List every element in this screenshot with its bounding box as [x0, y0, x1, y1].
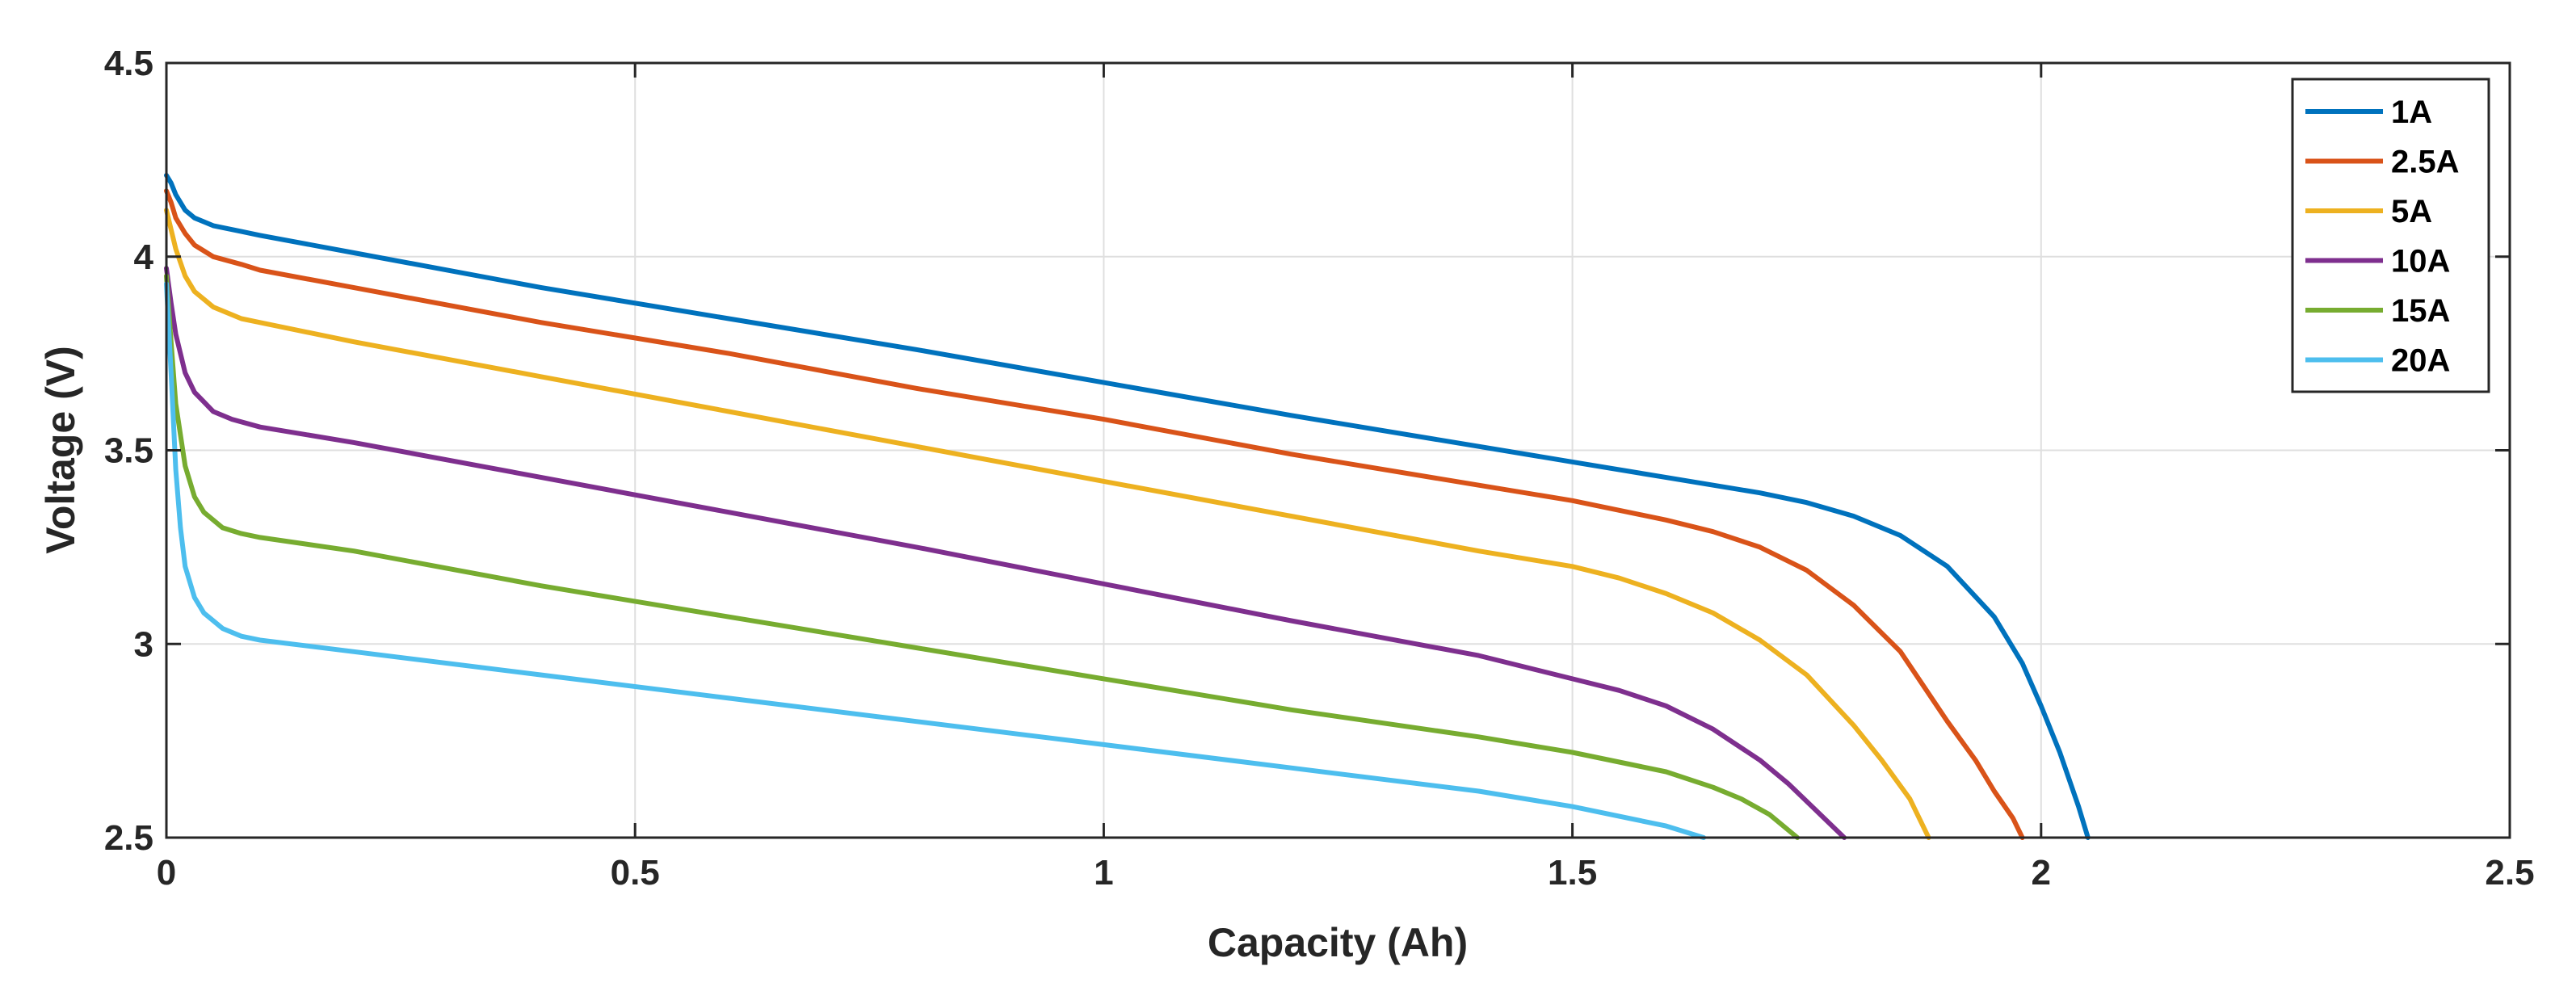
y-tick-label: 3.5 [104, 431, 153, 471]
x-tick-label: 2 [2032, 853, 2051, 893]
x-axis-title: Capacity (Ah) [1208, 920, 1468, 965]
x-tick-label: 2.5 [2485, 853, 2534, 893]
legend-label: 1A [2391, 95, 2432, 130]
y-tick-label: 3 [134, 624, 153, 664]
series-line-1a [164, 173, 2091, 840]
y-axis-title: Voltage (V) [38, 346, 83, 553]
legend-label: 20A [2391, 343, 2450, 379]
legend-label: 2.5A [2391, 145, 2460, 180]
series-line-2-5a [164, 188, 2025, 840]
legend-label: 5A [2391, 194, 2432, 229]
series-line-15a [164, 273, 1801, 840]
x-tick-label: 0 [157, 853, 176, 893]
legend: 1A 2.5A 5A 10A 15A 20A [2291, 78, 2490, 393]
axis-ticks: 0 0.5 1 1.5 2 2.5 2.5 3 3.5 4 4.5 [104, 44, 2535, 893]
series-line-20a [164, 281, 1707, 840]
legend-label: 15A [2391, 293, 2450, 329]
series-lines [164, 173, 2091, 840]
legend-label: 10A [2391, 244, 2450, 279]
y-tick-label: 4.5 [104, 44, 153, 83]
legend-box [2291, 78, 2490, 393]
x-tick-label: 1.5 [1548, 853, 1597, 893]
x-tick-label: 0.5 [611, 853, 660, 893]
series-line-5a [164, 208, 1931, 840]
y-tick-label: 4 [134, 237, 154, 277]
series-line-10a [164, 266, 1847, 840]
y-tick-label: 2.5 [104, 818, 153, 858]
x-tick-label: 1 [1094, 853, 1113, 893]
